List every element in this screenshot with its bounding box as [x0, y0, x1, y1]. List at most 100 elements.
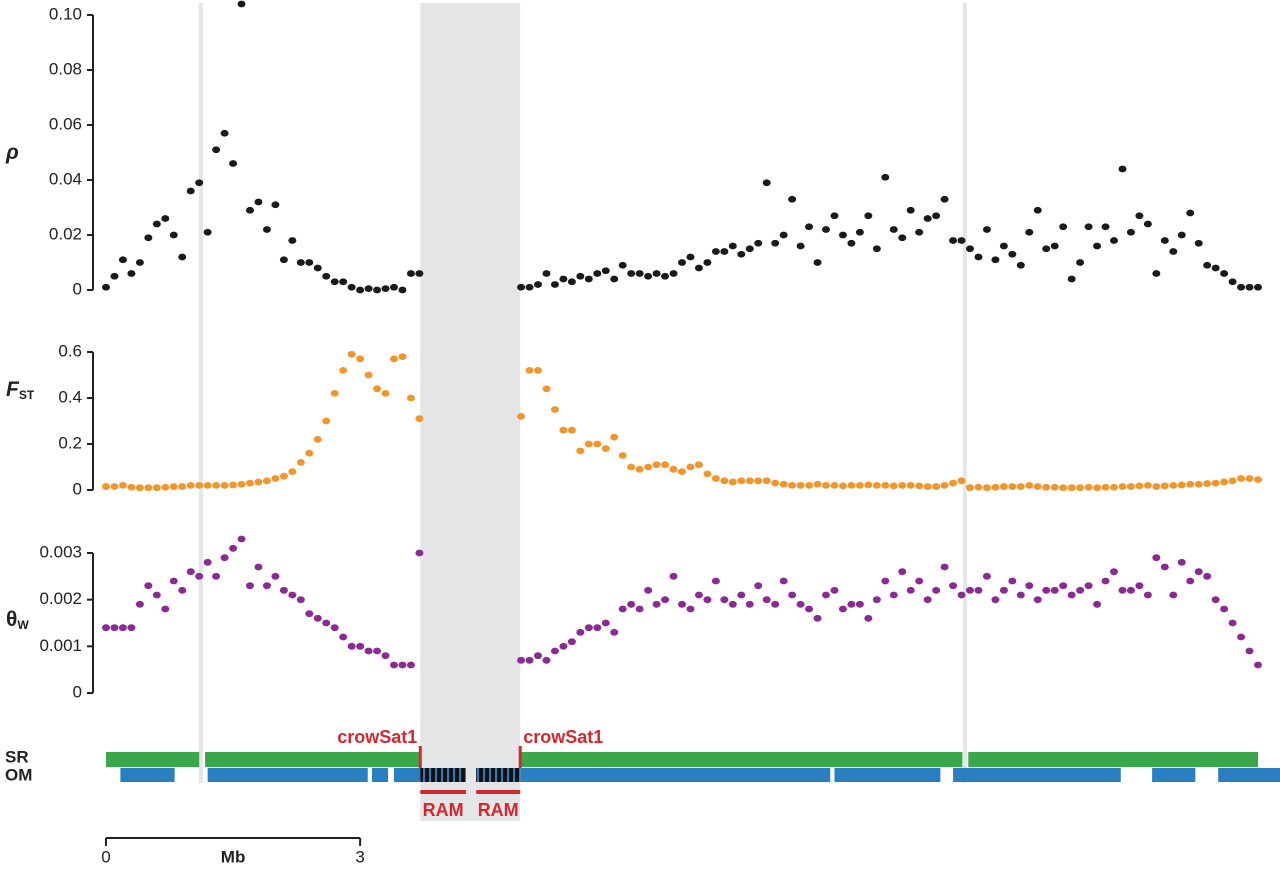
point — [212, 572, 221, 580]
point — [644, 463, 653, 471]
point — [313, 614, 322, 622]
point — [1076, 484, 1085, 492]
point — [415, 549, 424, 557]
point — [957, 237, 966, 244]
point — [152, 484, 161, 492]
track-segment — [120, 768, 175, 782]
point — [1118, 586, 1127, 594]
point — [169, 483, 178, 490]
point — [1076, 586, 1085, 594]
point — [254, 478, 263, 486]
point — [296, 259, 305, 266]
track-segment — [205, 752, 963, 767]
point — [1067, 484, 1076, 492]
point — [271, 201, 280, 209]
point — [237, 535, 246, 543]
point — [1016, 591, 1025, 599]
point — [635, 605, 644, 613]
point — [898, 568, 907, 576]
point — [1118, 483, 1127, 490]
point — [1194, 568, 1203, 576]
point — [415, 415, 424, 423]
point — [830, 212, 839, 220]
point — [601, 619, 610, 627]
point — [262, 582, 271, 590]
point — [550, 406, 559, 413]
point — [618, 605, 627, 613]
point — [720, 477, 729, 485]
point — [1008, 483, 1017, 490]
point — [390, 283, 398, 291]
point — [1245, 647, 1254, 655]
point — [305, 610, 314, 618]
point — [1211, 479, 1220, 487]
y-axis-label: θW — [6, 608, 29, 633]
point — [728, 478, 737, 486]
point — [1254, 661, 1262, 669]
point — [262, 226, 271, 233]
point — [906, 206, 915, 214]
point — [1152, 483, 1161, 490]
point — [1110, 237, 1118, 244]
point — [932, 586, 941, 594]
point — [1237, 633, 1246, 641]
point — [678, 600, 686, 608]
point — [203, 558, 212, 566]
point — [390, 661, 398, 669]
point — [974, 483, 983, 491]
point — [305, 449, 314, 457]
point — [406, 270, 415, 277]
y-tick-label: 0.06 — [49, 114, 82, 133]
point — [745, 600, 754, 608]
track-segment — [207, 768, 368, 782]
point — [703, 470, 712, 478]
point — [627, 463, 636, 471]
point — [838, 605, 847, 613]
point — [822, 591, 830, 599]
point — [754, 582, 763, 590]
point — [872, 596, 881, 604]
point — [720, 248, 729, 255]
gap-region — [420, 3, 521, 821]
point — [1076, 259, 1085, 266]
point — [1135, 482, 1144, 490]
point — [974, 586, 983, 594]
point — [195, 482, 204, 489]
point — [144, 234, 153, 242]
point — [779, 231, 788, 239]
point — [203, 228, 212, 236]
point — [135, 484, 144, 492]
point — [584, 440, 593, 448]
point — [1254, 283, 1262, 291]
point — [567, 638, 576, 646]
point — [1101, 577, 1110, 585]
point — [694, 264, 703, 272]
y-tick-label: 0.04 — [49, 169, 82, 188]
point — [373, 385, 382, 393]
point — [593, 440, 602, 448]
point — [999, 242, 1008, 250]
point — [627, 600, 636, 608]
point — [737, 250, 746, 258]
point — [220, 129, 229, 137]
point — [1135, 582, 1144, 590]
point — [279, 256, 288, 264]
point — [1050, 242, 1059, 250]
point — [813, 614, 822, 622]
point — [1093, 484, 1102, 492]
point — [271, 475, 280, 482]
point — [940, 482, 949, 489]
point — [949, 237, 958, 244]
point — [593, 624, 602, 632]
y-axis-label: ρ — [5, 141, 19, 164]
point — [1059, 582, 1068, 590]
point — [246, 479, 254, 487]
point — [762, 477, 771, 485]
point — [288, 591, 297, 599]
point — [229, 544, 238, 552]
point — [1016, 261, 1025, 269]
point — [847, 600, 856, 608]
point — [288, 237, 297, 244]
point — [982, 572, 991, 580]
y-axis-label-sub: ST — [19, 388, 35, 402]
